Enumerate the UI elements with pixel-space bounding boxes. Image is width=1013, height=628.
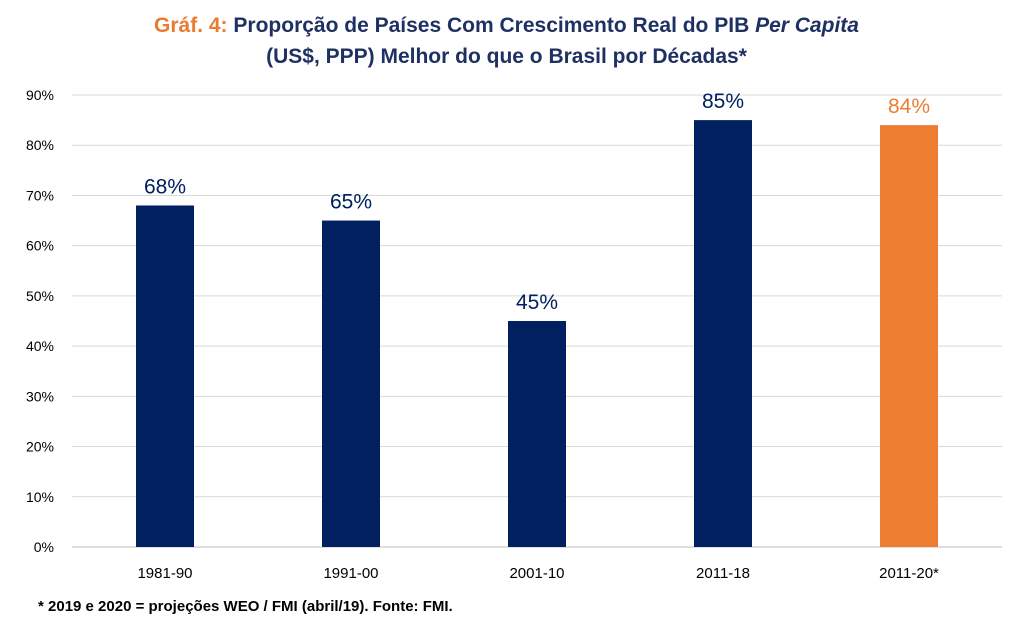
title-line-1: Gráf. 4: Proporção de Países Com Crescim… (0, 10, 1013, 41)
title-prefix: Gráf. 4: (154, 14, 228, 37)
bar (880, 125, 938, 547)
data-label: 65% (330, 191, 372, 214)
title-line-2: (US$, PPP) Melhor do que o Brasil por Dé… (266, 45, 747, 68)
y-tick-label: 10% (26, 489, 54, 505)
title-italic: Per Capita (755, 14, 859, 37)
y-tick-label: 20% (26, 439, 54, 455)
data-label: 45% (516, 291, 558, 314)
x-tick-label: 2001-10 (509, 565, 564, 582)
y-tick-label: 50% (26, 288, 54, 304)
bar (322, 220, 380, 548)
bar (508, 321, 566, 547)
bar (136, 205, 194, 547)
y-tick-label: 80% (26, 137, 54, 153)
data-label: 85% (702, 90, 744, 113)
bar (694, 120, 752, 547)
data-label: 84% (888, 95, 930, 118)
footnote: * 2019 e 2020 = projeções WEO / FMI (abr… (38, 598, 453, 615)
y-tick-label: 30% (26, 388, 54, 404)
y-tick-label: 70% (26, 187, 54, 203)
title-main: Proporção de Países Com Crescimento Real… (233, 14, 750, 37)
x-tick-label: 2011-20* (879, 565, 939, 582)
chart-title: Gráf. 4: Proporção de Países Com Crescim… (0, 10, 1013, 72)
y-tick-label: 90% (26, 87, 54, 103)
x-tick-label: 1991-00 (323, 565, 378, 582)
x-tick-label: 2011-18 (696, 565, 750, 582)
y-tick-label: 60% (26, 238, 54, 254)
x-tick-label: 1981-90 (137, 565, 192, 582)
data-label: 68% (144, 175, 186, 198)
y-tick-label: 40% (26, 338, 54, 354)
y-tick-label: 0% (34, 539, 54, 555)
